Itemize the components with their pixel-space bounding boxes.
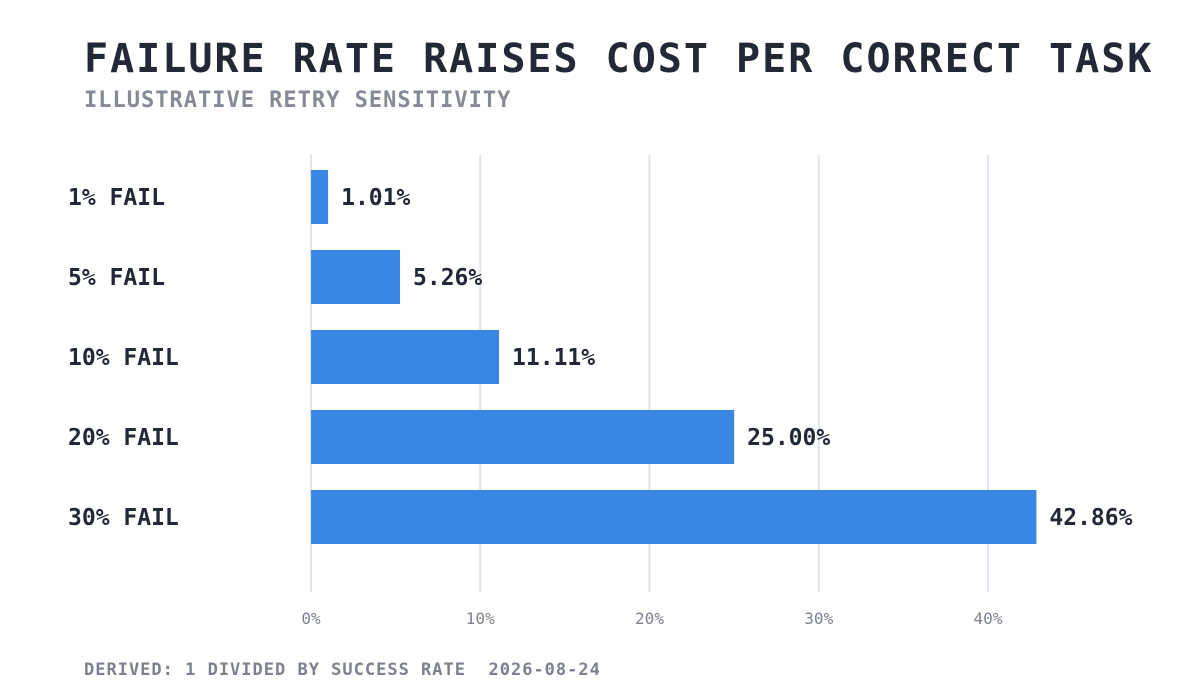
x-tick-label: 20%: [635, 609, 664, 628]
chart-footer: DERIVED: 1 DIVIDED BY SUCCESS RATE 2026-…: [84, 660, 601, 680]
value-label: 25.00%: [747, 425, 830, 451]
footer-source: DERIVED: 1 DIVIDED BY SUCCESS RATE: [84, 660, 466, 680]
value-label: 5.26%: [413, 265, 482, 291]
footer-date: 2026-08-24: [488, 660, 601, 680]
x-tick-label: 10%: [466, 609, 495, 628]
x-tick-label: 40%: [974, 609, 1003, 628]
value-label: 11.11%: [512, 345, 595, 371]
bar: [311, 170, 329, 224]
labels: 0% 10% 20% 30% 40% 1% FAIL 1.01% 5% FAIL 5.26% 10…: [68, 185, 1133, 628]
chart-subtitle: ILLUSTRATIVE RETRY SENSITIVITY: [84, 88, 512, 113]
category-label: 30% FAIL: [68, 505, 179, 531]
bar: [311, 250, 401, 304]
bars: [311, 170, 1037, 544]
x-tick-label: 0%: [301, 609, 321, 628]
bar: [311, 330, 500, 384]
category-label: 5% FAIL: [68, 265, 165, 291]
value-label: 1.01%: [341, 185, 410, 211]
bar: [311, 490, 1037, 544]
chart-title: FAILURE RATE RAISES COST PER CORRECT TAS…: [84, 36, 1154, 82]
category-label: 20% FAIL: [68, 425, 179, 451]
bar: [311, 410, 735, 464]
x-tick-label: 30%: [804, 609, 833, 628]
value-label: 42.86%: [1049, 505, 1132, 531]
category-label: 10% FAIL: [68, 345, 179, 371]
category-label: 1% FAIL: [68, 185, 165, 211]
